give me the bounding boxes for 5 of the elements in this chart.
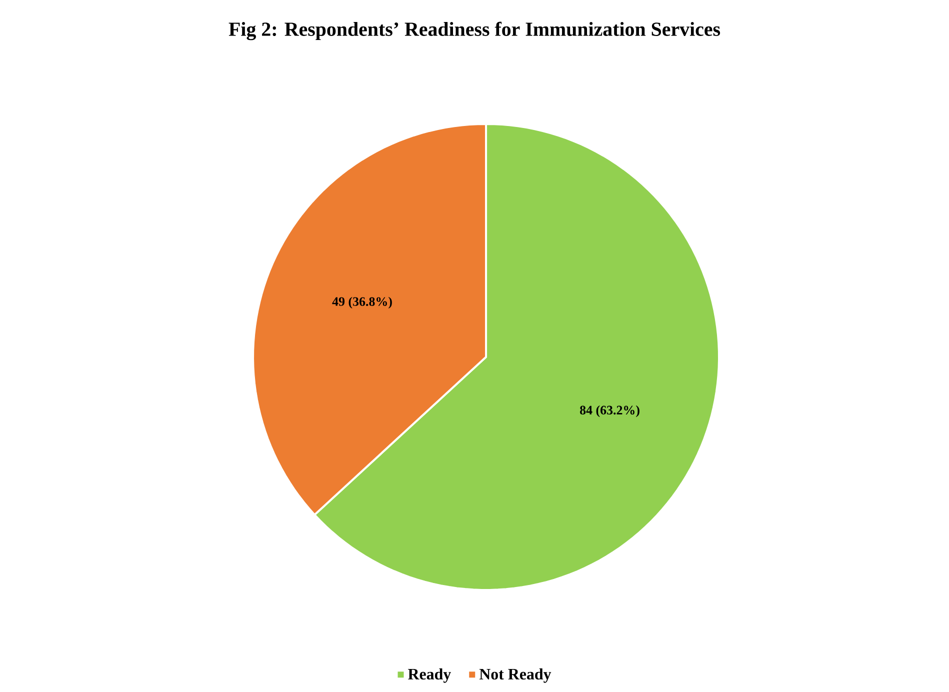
data-label: 49 (36.8%)	[332, 296, 392, 309]
data-label: 84 (63.2%)	[580, 405, 640, 418]
chart-title: Fig 2: Respondents’ Readiness for Immunization Services	[228, 22, 720, 40]
legend-label: Ready	[408, 668, 451, 683]
legend-label: Not Ready	[479, 668, 552, 683]
